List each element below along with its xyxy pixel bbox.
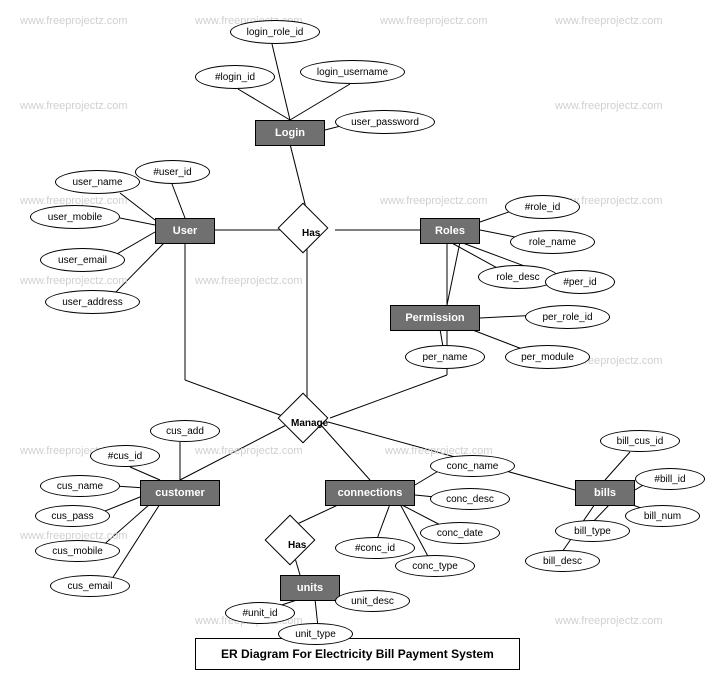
attribute-user_id: #user_id	[135, 160, 210, 184]
watermark: www.freeprojectz.com	[380, 15, 488, 27]
watermark: www.freeprojectz.com	[380, 195, 488, 207]
watermark: www.freeprojectz.com	[20, 15, 128, 27]
watermark: www.freeprojectz.com	[20, 275, 128, 287]
attribute-user_address: user_address	[45, 290, 140, 314]
attribute-unit_id: #unit_id	[225, 602, 295, 624]
attribute-conc_name: conc_name	[430, 455, 515, 477]
attribute-cus_mobile: cus_mobile	[35, 540, 120, 562]
watermark: www.freeprojectz.com	[195, 445, 303, 457]
attribute-cus_name: cus_name	[40, 475, 120, 497]
watermark: www.freeprojectz.com	[195, 275, 303, 287]
attribute-login_id: #login_id	[195, 65, 275, 89]
attribute-conc_id: #conc_id	[335, 537, 415, 559]
entity-user: User	[155, 218, 215, 244]
attribute-cus_email: cus_email	[50, 575, 130, 597]
entity-login: Login	[255, 120, 325, 146]
relationship-label-has1: Has	[302, 228, 320, 239]
attribute-login_username: login_username	[300, 60, 405, 84]
attribute-user_mobile: user_mobile	[30, 205, 120, 229]
entity-bills: bills	[575, 480, 635, 506]
entity-units: units	[280, 575, 340, 601]
attribute-per_name: per_name	[405, 345, 485, 369]
attribute-bill_cus_id: bill_cus_id	[600, 430, 680, 452]
attribute-bill_num: bill_num	[625, 505, 700, 527]
attribute-role_id: #role_id	[505, 195, 580, 219]
entity-connections: connections	[325, 480, 415, 506]
attribute-bill_id: #bill_id	[635, 468, 705, 490]
attribute-conc_desc: conc_desc	[430, 488, 510, 510]
attribute-user_password: user_password	[335, 110, 435, 134]
entity-customer: customer	[140, 480, 220, 506]
entity-permission: Permission	[390, 305, 480, 331]
attribute-conc_type: conc_type	[395, 555, 475, 577]
attribute-per_module: per_module	[505, 345, 590, 369]
attribute-unit_type: unit_type	[278, 623, 353, 645]
connector-lines	[0, 0, 728, 676]
attribute-per_id: #per_id	[545, 270, 615, 294]
attribute-conc_date: conc_date	[420, 522, 500, 544]
watermark: www.freeprojectz.com	[555, 615, 663, 627]
attribute-role_name: role_name	[510, 230, 595, 254]
watermark: www.freeprojectz.com	[555, 15, 663, 27]
attribute-cus_add: cus_add	[150, 420, 220, 442]
attribute-bill_type: bill_type	[555, 520, 630, 542]
watermark: www.freeprojectz.com	[555, 100, 663, 112]
attribute-per_role_id: per_role_id	[525, 305, 610, 329]
attribute-cus_id: #cus_id	[90, 445, 160, 467]
entity-roles: Roles	[420, 218, 480, 244]
attribute-login_role_id: login_role_id	[230, 20, 320, 44]
diagram-title: ER Diagram For Electricity Bill Payment …	[195, 638, 520, 670]
attribute-cus_pass: cus_pass	[35, 505, 110, 527]
relationship-label-has2: Has	[288, 540, 306, 551]
attribute-bill_desc: bill_desc	[525, 550, 600, 572]
relationship-label-manage: Manage	[291, 418, 328, 429]
attribute-user_email: user_email	[40, 248, 125, 272]
attribute-user_name: user_name	[55, 170, 140, 194]
watermark: www.freeprojectz.com	[20, 100, 128, 112]
attribute-unit_desc: unit_desc	[335, 590, 410, 612]
